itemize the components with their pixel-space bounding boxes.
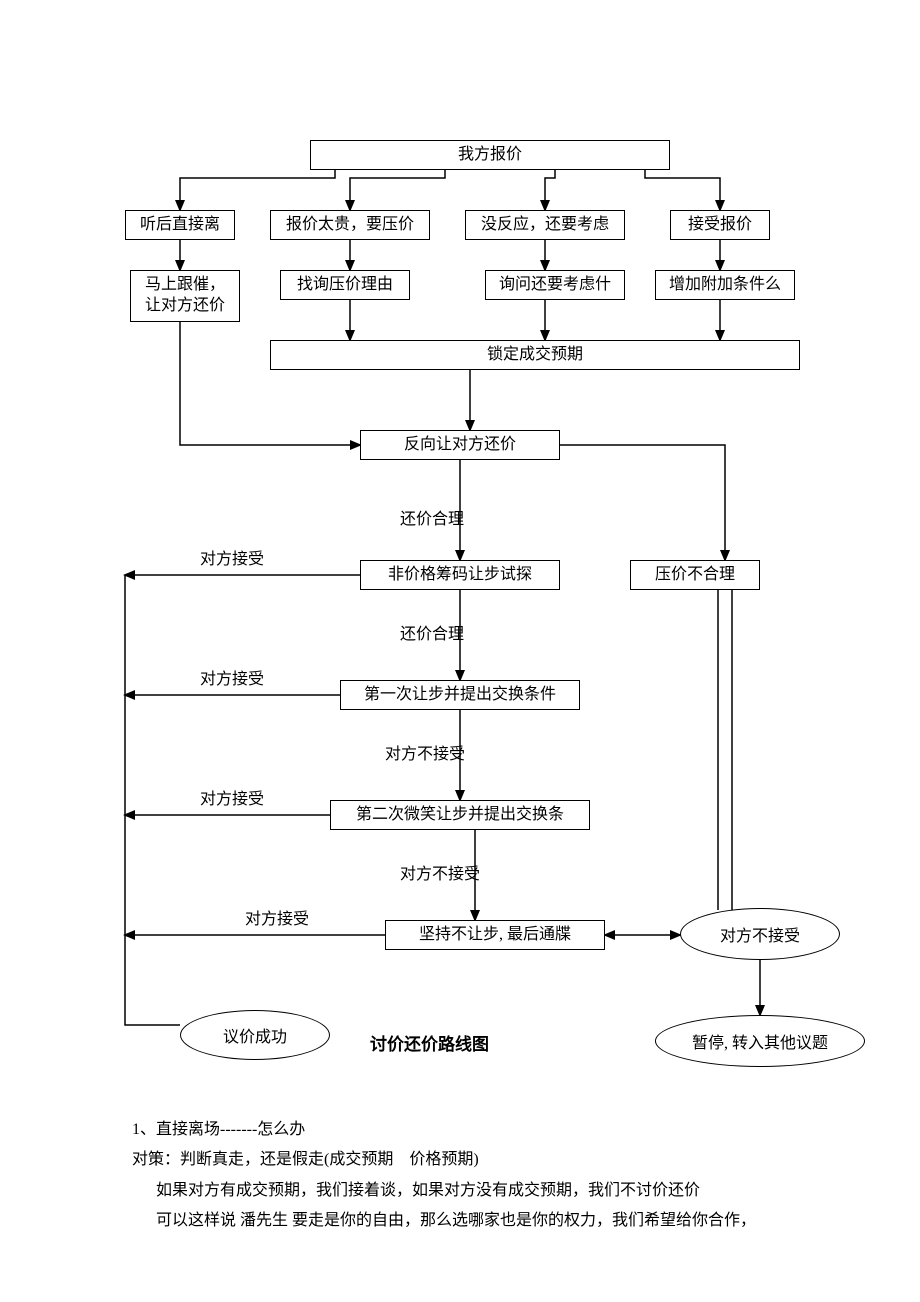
- node-n2: 听后直接离: [125, 210, 235, 240]
- node-n1: 我方报价: [310, 140, 670, 170]
- edge-21: [125, 575, 180, 1025]
- edges-layer: [0, 0, 920, 1302]
- node-n16: 坚持不让步, 最后通牒: [385, 920, 605, 950]
- node-n5: 接受报价: [670, 210, 770, 240]
- edge-label-3: 对方接受: [200, 665, 264, 689]
- edge-2: [545, 170, 555, 210]
- node-n11: 反向让对方还价: [360, 430, 560, 460]
- ellipse-e3: 暂停, 转入其他议题: [655, 1015, 865, 1067]
- edge-label-1: 对方接受: [200, 545, 264, 569]
- node-n7: 找询压价理由: [280, 270, 410, 300]
- edge-22: [540, 445, 725, 560]
- edge-label-4: 对方不接受: [385, 740, 465, 764]
- edge-0: [180, 170, 335, 210]
- edge-1: [350, 170, 445, 210]
- node-n15: 第二次微笑让步并提出交换条: [330, 800, 590, 830]
- edge-label-6: 对方不接受: [400, 860, 480, 884]
- flowchart-canvas: 我方报价听后直接离 报价太贵，要压价 没反应，还要考虑 接受报价马上跟催，让对方还价 找…: [0, 0, 920, 1302]
- node-n9: 增加附加条件么: [655, 270, 795, 300]
- node-n13: 压价不合理: [630, 560, 760, 590]
- ellipse-e2: 议价成功: [180, 1010, 330, 1060]
- edge-label-5: 对方接受: [200, 785, 264, 809]
- body-text: 1、直接离场-------怎么办 对策：判断真走，还是假走(成交预期 价格预期)…: [132, 1115, 756, 1237]
- edge-label-2: 还价合理: [400, 620, 464, 644]
- edge-label-7: 对方接受: [245, 905, 309, 929]
- node-n14: 第一次让步并提出交换条件: [340, 680, 580, 710]
- node-n3: 报价太贵，要压价: [270, 210, 430, 240]
- node-n12: 非价格筹码让步试探: [360, 560, 560, 590]
- edge-label-0: 还价合理: [400, 505, 464, 529]
- node-n6: 马上跟催，让对方还价: [130, 270, 240, 322]
- node-n10: 锁定成交预期: [270, 340, 800, 370]
- node-n4: 没反应，还要考虑: [465, 210, 625, 240]
- node-n8: 询问还要考虑什: [485, 270, 625, 300]
- ellipse-e1: 对方不接受: [680, 908, 840, 960]
- edge-3: [645, 170, 720, 210]
- diagram-title: 讨价还价路线图: [370, 1030, 489, 1055]
